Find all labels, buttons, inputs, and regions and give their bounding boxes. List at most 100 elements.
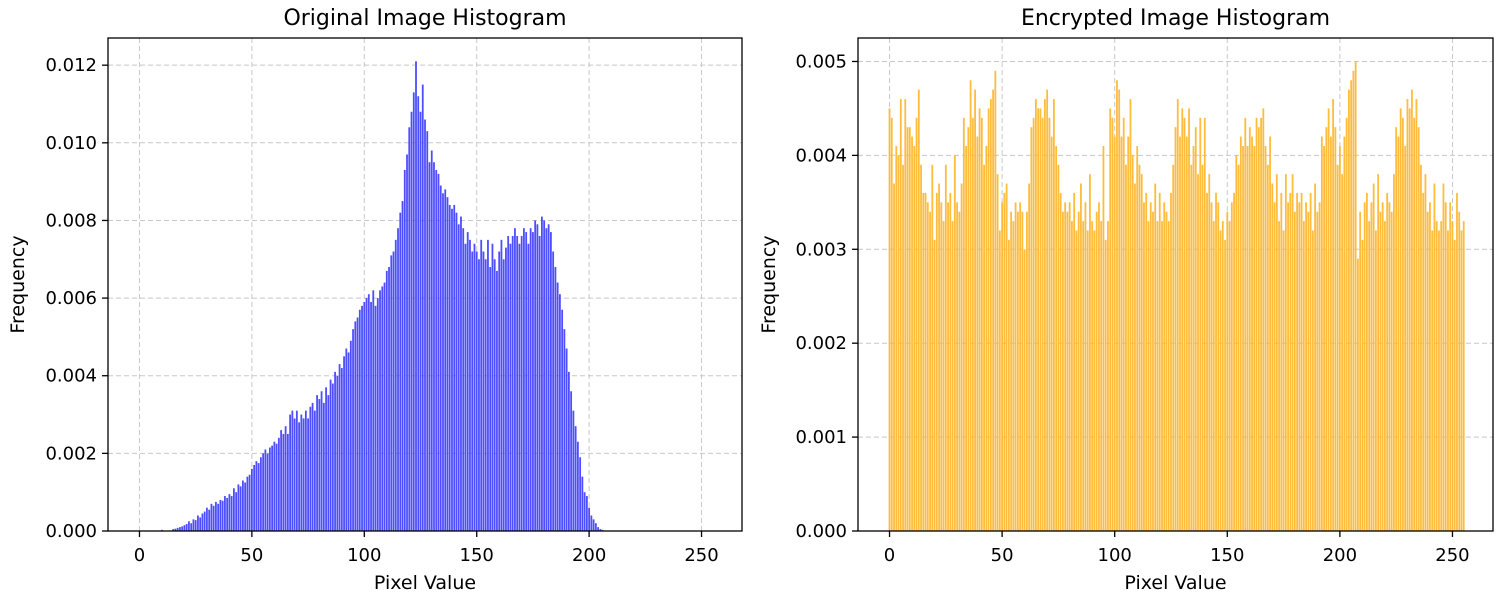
encrypted-bar xyxy=(1185,136,1188,531)
original-bar xyxy=(185,524,188,531)
encrypted-bar xyxy=(969,80,972,531)
encrypted-bar xyxy=(1109,108,1112,531)
encrypted-bar xyxy=(1064,202,1067,532)
original-bar xyxy=(453,204,456,531)
encrypted-bar xyxy=(1143,202,1145,532)
encrypted-bar xyxy=(1082,221,1085,531)
original-bar xyxy=(588,507,591,531)
original-bar xyxy=(176,527,179,531)
encrypted-bar xyxy=(1012,221,1015,531)
encrypted-bar xyxy=(1343,136,1346,531)
original-bar xyxy=(233,488,235,531)
encrypted-bar xyxy=(920,164,922,531)
original-bar xyxy=(507,235,510,531)
encrypted-bar xyxy=(1456,192,1458,531)
encrypted-bar xyxy=(956,202,958,532)
original-bar xyxy=(325,387,327,531)
original-bar xyxy=(307,418,309,531)
original-bar xyxy=(455,212,458,531)
original-bar xyxy=(599,529,602,531)
original-bar xyxy=(255,461,258,531)
encrypted-bar xyxy=(978,108,981,531)
original-bar xyxy=(318,399,321,531)
original-bar xyxy=(491,243,494,531)
original-bar xyxy=(181,526,184,531)
encrypted-y-axis-label: Frequency xyxy=(758,235,780,333)
original-bar xyxy=(217,503,220,531)
encrypted-bar xyxy=(1384,221,1386,531)
original-bar xyxy=(469,239,471,531)
original-bar xyxy=(192,519,195,531)
original-bar xyxy=(424,119,426,531)
original-bar xyxy=(338,364,341,531)
encrypted-bar xyxy=(958,211,961,531)
encrypted-bar xyxy=(904,99,907,532)
original-y-tick-label: 0.008 xyxy=(45,210,97,231)
encrypted-bar xyxy=(1447,230,1449,531)
original-bar xyxy=(370,301,372,531)
encrypted-x-tick-label: 50 xyxy=(991,545,1014,566)
original-bar xyxy=(313,410,316,531)
encrypted-bar xyxy=(1233,192,1235,531)
encrypted-bar xyxy=(1332,99,1335,532)
original-x-tick-label: 200 xyxy=(572,545,606,566)
original-bar xyxy=(309,406,312,531)
original-x-tick-label: 250 xyxy=(684,545,718,566)
encrypted-bar xyxy=(1444,202,1447,532)
encrypted-bar xyxy=(1163,202,1166,532)
encrypted-bar xyxy=(1390,211,1393,531)
original-bar xyxy=(215,501,217,531)
encrypted-bar xyxy=(960,183,963,532)
encrypted-bar xyxy=(1039,108,1042,531)
encrypted-bar xyxy=(976,136,979,531)
original-bar xyxy=(367,294,370,531)
encrypted-bar xyxy=(1055,145,1058,531)
encrypted-bar xyxy=(965,145,967,531)
original-y-tick-label: 0.004 xyxy=(45,366,97,387)
encrypted-bar xyxy=(1172,164,1175,531)
encrypted-bar xyxy=(1091,221,1094,531)
encrypted-bar xyxy=(1057,164,1060,531)
encrypted-bar xyxy=(924,192,927,531)
original-bar xyxy=(291,410,294,531)
encrypted-bar xyxy=(1104,239,1107,531)
encrypted-bar xyxy=(902,164,904,531)
encrypted-bar xyxy=(994,70,997,531)
encrypted-bar xyxy=(929,211,931,531)
original-bar xyxy=(237,484,240,531)
encrypted-x-tick-label: 150 xyxy=(1210,545,1244,566)
encrypted-x-tick-label: 250 xyxy=(1435,545,1469,566)
encrypted-y-tick-label: 0.001 xyxy=(795,427,847,448)
encrypted-bar xyxy=(1034,99,1037,532)
original-bar xyxy=(552,251,555,531)
encrypted-x-tick-label: 0 xyxy=(884,545,895,566)
encrypted-bar xyxy=(1217,202,1220,532)
encrypted-bar xyxy=(1100,221,1103,531)
encrypted-bar xyxy=(1411,89,1413,532)
original-y-tick-label: 0.010 xyxy=(45,133,97,154)
encrypted-bar xyxy=(1161,221,1163,531)
encrypted-bar xyxy=(944,164,947,531)
encrypted-bar xyxy=(1417,127,1420,531)
original-bar xyxy=(585,496,588,531)
encrypted-bar xyxy=(1431,230,1434,531)
encrypted-bar xyxy=(906,127,909,531)
original-y-axis-label: Frequency xyxy=(7,235,29,333)
original-bar xyxy=(433,162,435,532)
original-bar xyxy=(212,505,215,531)
original-bar xyxy=(516,235,519,531)
original-bar xyxy=(543,220,546,531)
encrypted-y-tick-label: 0.003 xyxy=(795,239,847,260)
encrypted-bar xyxy=(1138,164,1141,531)
original-bar xyxy=(345,348,348,531)
encrypted-bar xyxy=(895,145,898,531)
encrypted-bar xyxy=(1375,230,1377,531)
encrypted-bar xyxy=(1014,202,1017,532)
original-bar xyxy=(511,235,514,531)
encrypted-bar xyxy=(1242,145,1244,531)
encrypted-bar xyxy=(1413,117,1416,532)
encrypted-bar xyxy=(1377,174,1380,531)
original-bar xyxy=(550,232,552,531)
encrypted-bar xyxy=(1080,183,1082,532)
original-bar xyxy=(188,521,190,531)
